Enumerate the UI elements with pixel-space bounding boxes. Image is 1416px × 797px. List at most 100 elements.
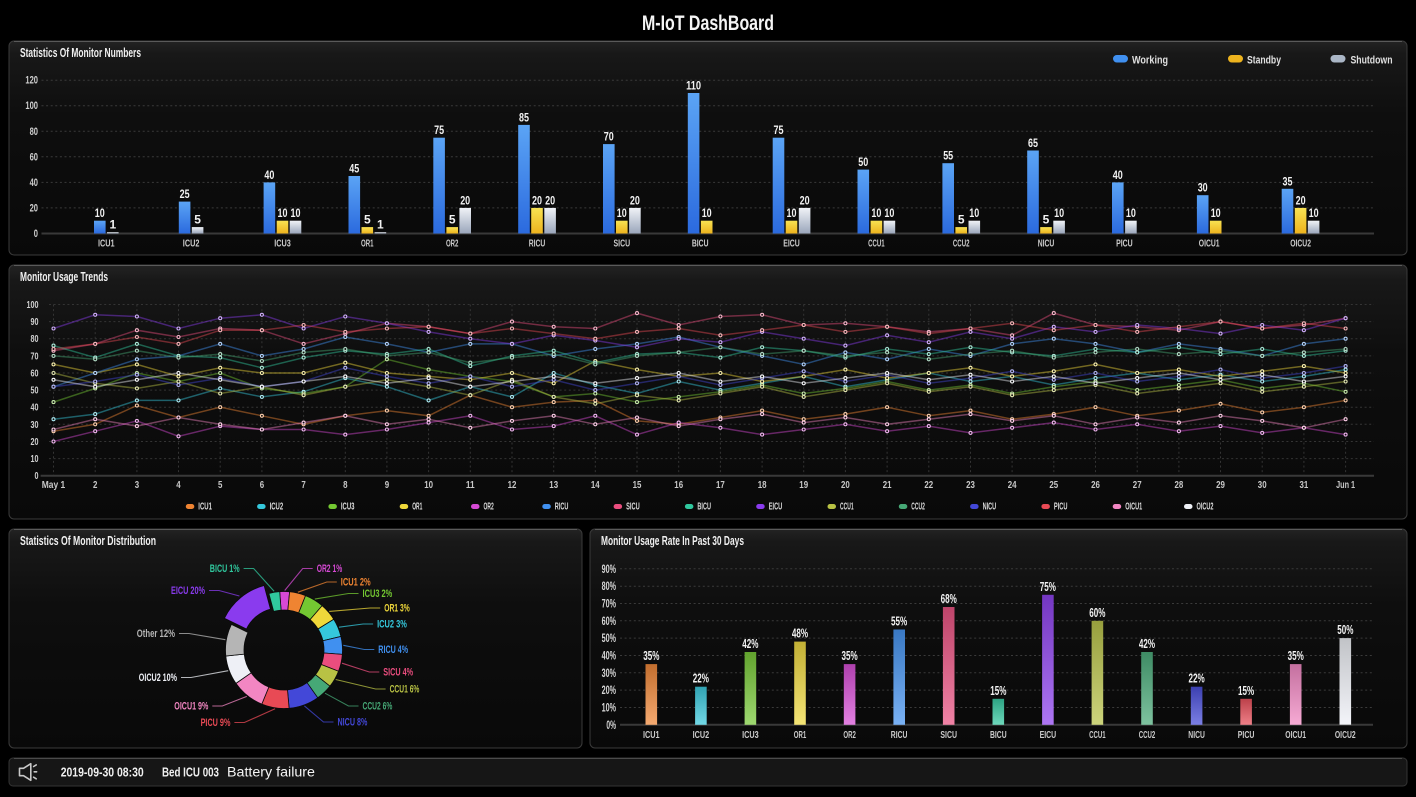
svg-text:6: 6 [260, 479, 265, 491]
svg-text:40: 40 [31, 402, 39, 414]
svg-text:ICU1: ICU1 [643, 729, 660, 741]
svg-text:10: 10 [617, 206, 627, 220]
svg-text:40%: 40% [602, 651, 616, 663]
svg-text:10: 10 [424, 479, 433, 491]
svg-text:42%: 42% [742, 637, 758, 651]
svg-text:ICU1 2%: ICU1 2% [341, 577, 371, 589]
svg-text:10: 10 [884, 206, 894, 220]
svg-text:25: 25 [180, 187, 190, 201]
svg-text:10: 10 [278, 206, 288, 220]
svg-text:22%: 22% [693, 672, 709, 686]
svg-text:5: 5 [958, 213, 965, 227]
svg-text:26: 26 [1091, 479, 1100, 491]
svg-text:80: 80 [31, 333, 39, 345]
svg-text:23: 23 [966, 479, 975, 491]
svg-text:20: 20 [800, 193, 810, 207]
svg-text:48%: 48% [792, 627, 808, 641]
svg-text:CCU1 6%: CCU1 6% [390, 684, 420, 696]
svg-text:Shutdown: Shutdown [1351, 55, 1393, 67]
svg-text:OR2: OR2 [843, 729, 856, 741]
svg-text:40: 40 [264, 168, 274, 182]
svg-text:BICU: BICU [697, 502, 711, 513]
svg-text:8: 8 [343, 479, 348, 491]
svg-text:35%: 35% [643, 649, 659, 663]
svg-text:70: 70 [604, 130, 614, 144]
svg-text:RICU: RICU [555, 502, 569, 513]
svg-text:OR2: OR2 [484, 502, 494, 513]
svg-text:5: 5 [194, 213, 201, 227]
svg-text:9: 9 [385, 479, 390, 491]
svg-text:19: 19 [799, 479, 808, 491]
svg-text:20: 20 [841, 479, 850, 491]
svg-text:2019-09-30 08:30: 2019-09-30 08:30 [61, 765, 144, 780]
svg-text:CCU1: CCU1 [1089, 729, 1106, 741]
svg-text:CCU1: CCU1 [840, 502, 854, 513]
svg-text:SICU: SICU [626, 502, 640, 513]
svg-text:70%: 70% [602, 599, 616, 611]
svg-text:0: 0 [35, 470, 39, 482]
svg-text:110: 110 [686, 79, 701, 93]
svg-text:ICU2: ICU2 [270, 502, 284, 513]
svg-text:30: 30 [31, 419, 39, 431]
svg-text:CCU2: CCU2 [1139, 729, 1156, 741]
svg-text:25: 25 [1049, 479, 1058, 491]
svg-text:SICU: SICU [940, 729, 957, 741]
svg-text:ICU3: ICU3 [742, 729, 759, 741]
svg-text:NICU: NICU [983, 502, 997, 513]
svg-text:OICU2: OICU2 [1335, 729, 1356, 741]
svg-text:Standby: Standby [1247, 55, 1282, 67]
svg-text:OR1 3%: OR1 3% [384, 603, 410, 615]
svg-text:Statistics Of Monitor Distribu: Statistics Of Monitor Distribution [20, 534, 156, 548]
svg-text:50: 50 [31, 385, 39, 397]
svg-text:NICU 8%: NICU 8% [338, 717, 368, 729]
svg-text:10: 10 [1126, 206, 1136, 220]
svg-text:CCU1: CCU1 [868, 238, 885, 250]
svg-text:BICU 1%: BICU 1% [210, 563, 240, 575]
svg-text:11: 11 [466, 479, 475, 491]
svg-text:10: 10 [969, 206, 979, 220]
svg-text:22%: 22% [1189, 672, 1205, 686]
svg-text:50%: 50% [1337, 623, 1353, 637]
svg-text:ICU1: ICU1 [98, 238, 115, 250]
svg-text:16: 16 [674, 479, 683, 491]
svg-text:May 1: May 1 [42, 479, 66, 491]
svg-text:Monitor Usage Rate In Past 30: Monitor Usage Rate In Past 30 Days [601, 534, 744, 548]
svg-text:100: 100 [25, 100, 38, 112]
svg-text:PICU 9%: PICU 9% [201, 717, 231, 729]
svg-text:35%: 35% [842, 649, 858, 663]
svg-text:35: 35 [1283, 174, 1293, 188]
svg-text:50: 50 [858, 155, 868, 169]
svg-text:14: 14 [591, 479, 600, 491]
svg-text:75%: 75% [1040, 580, 1056, 594]
svg-text:15: 15 [633, 479, 642, 491]
svg-text:10: 10 [787, 206, 797, 220]
svg-text:Monitor Usage Trends: Monitor Usage Trends [20, 270, 108, 284]
svg-text:60%: 60% [602, 616, 616, 628]
svg-text:5: 5 [364, 213, 371, 227]
svg-text:85: 85 [519, 110, 529, 124]
svg-text:Statistics Of Monitor Numbers: Statistics Of Monitor Numbers [20, 46, 141, 60]
svg-text:15%: 15% [990, 684, 1006, 698]
svg-text:31: 31 [1300, 479, 1309, 491]
svg-text:20%: 20% [602, 685, 616, 697]
svg-text:ICU3 2%: ICU3 2% [363, 588, 393, 600]
svg-text:PICU: PICU [1238, 729, 1255, 741]
svg-text:ICU3: ICU3 [274, 238, 291, 250]
svg-text:EICU: EICU [1040, 729, 1057, 741]
svg-text:100: 100 [27, 299, 39, 311]
svg-text:10%: 10% [602, 703, 616, 715]
svg-text:28: 28 [1175, 479, 1184, 491]
svg-text:80: 80 [30, 126, 38, 138]
svg-text:CCU2 6%: CCU2 6% [363, 701, 393, 713]
svg-text:EICU 20%: EICU 20% [171, 585, 205, 597]
svg-text:EICU: EICU [783, 238, 800, 250]
svg-text:PICU: PICU [1054, 502, 1068, 513]
svg-text:27: 27 [1133, 479, 1142, 491]
svg-text:10: 10 [31, 453, 39, 465]
svg-text:5: 5 [218, 479, 223, 491]
svg-text:70: 70 [31, 350, 39, 362]
svg-text:20: 20 [1296, 193, 1306, 207]
svg-text:20: 20 [460, 193, 470, 207]
svg-text:5: 5 [449, 213, 456, 227]
svg-text:10: 10 [291, 206, 301, 220]
